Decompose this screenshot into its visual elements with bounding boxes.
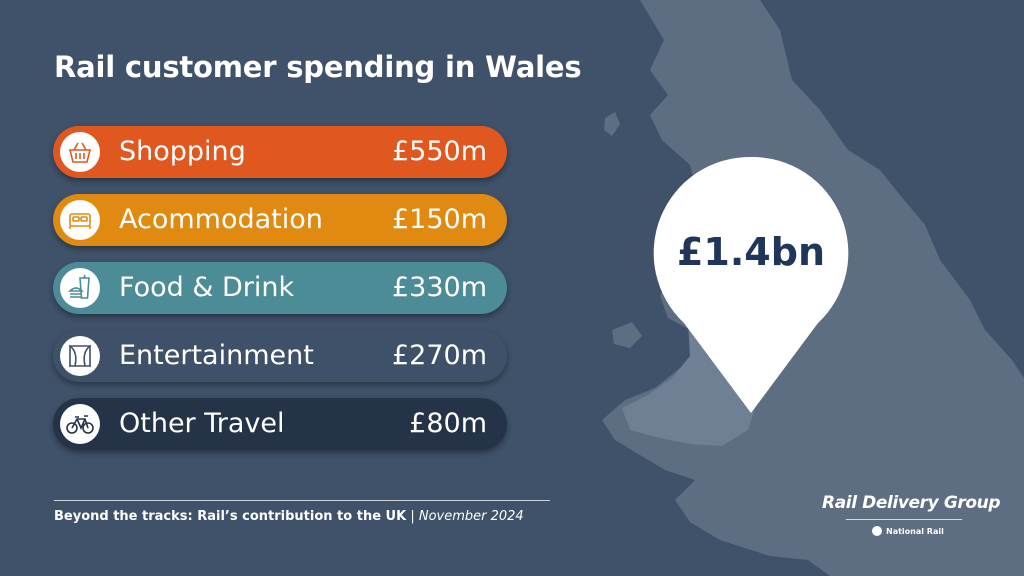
category-label: Shopping — [119, 136, 246, 167]
category-label: Food & Drink — [119, 272, 295, 303]
category-label: Acommodation — [119, 204, 323, 235]
category-value: £270m — [391, 340, 487, 371]
location-pin — [653, 156, 849, 413]
footer-divider — [54, 500, 550, 501]
category-bar-accommodation: Acommodation £150m — [53, 194, 507, 246]
theatre-stage-icon — [69, 345, 91, 367]
national-rail-label: National Rail — [886, 526, 944, 536]
anglesey — [612, 322, 642, 348]
national-rail-logo: National Rail — [872, 526, 944, 536]
rail-delivery-group-logo: Rail Delivery Group — [822, 493, 1001, 513]
category-value: £330m — [391, 272, 487, 303]
category-icon-badge — [60, 132, 100, 172]
bed-icon — [69, 213, 91, 229]
footer-separator: | — [410, 509, 415, 524]
category-value: £550m — [391, 136, 487, 167]
source-title: Beyond the tracks: Rail’s contribution t… — [54, 509, 407, 524]
category-value: £150m — [391, 204, 487, 235]
category-icon-badge — [60, 200, 100, 240]
category-bar-other-travel: Other Travel £80m — [53, 398, 507, 450]
category-bar-food-drink: Food & Drink £330m — [53, 262, 507, 314]
category-icon-badge — [60, 336, 100, 376]
source-footer: Beyond the tracks: Rail’s contribution t… — [54, 509, 524, 524]
category-bar-shopping: Shopping £550m — [53, 126, 507, 178]
category-label: Other Travel — [119, 408, 285, 439]
category-label: Entertainment — [119, 340, 314, 371]
category-bar-entertainment: Entertainment £270m — [53, 330, 507, 382]
logo-divider — [846, 519, 962, 520]
category-value: £80m — [409, 408, 487, 439]
isle-of-man — [604, 112, 620, 136]
total-spend-value: £1.4bn — [676, 230, 825, 274]
shopping-basket-icon — [68, 142, 92, 163]
category-icon-badge — [60, 404, 100, 444]
category-icon-badge — [60, 268, 100, 308]
source-date: November 2024 — [418, 509, 524, 524]
national-rail-icon — [872, 526, 882, 536]
bicycle-icon — [66, 415, 94, 434]
page-title: Rail customer spending in Wales — [54, 50, 582, 84]
food-drink-icon — [68, 274, 90, 299]
